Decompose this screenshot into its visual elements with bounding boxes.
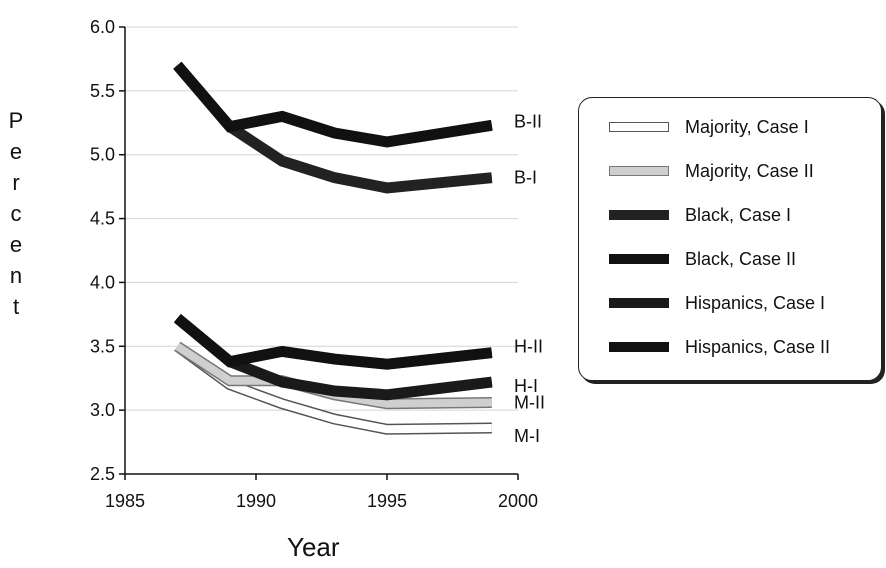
legend-item: Black, Case I xyxy=(609,203,791,227)
y-tick-label: 4.5 xyxy=(90,209,115,229)
legend-label: Hispanics, Case II xyxy=(685,336,831,357)
x-axis-label: Year xyxy=(287,532,340,562)
legend-item: Majority, Case I xyxy=(609,115,809,139)
y-tick-label: 3.0 xyxy=(90,400,115,420)
legend-swatch xyxy=(609,298,669,308)
y-axis-label-letter: e xyxy=(9,232,23,257)
legend-label: Majority, Case II xyxy=(685,160,814,181)
legend-swatch xyxy=(609,166,669,176)
series-end-label: B-I xyxy=(514,168,537,188)
y-tick-label: 2.5 xyxy=(90,464,115,484)
y-axis-label-letter: t xyxy=(12,294,20,319)
legend-swatch xyxy=(609,254,669,264)
legend: Majority, Case I Majority, Case II Black, … xyxy=(578,97,882,381)
series-end-label: M-I xyxy=(514,426,540,446)
x-tick-label: 1995 xyxy=(367,491,407,511)
series-end-label: H-II xyxy=(514,337,543,357)
x-tick-label: 1985 xyxy=(105,491,145,511)
series-line xyxy=(174,315,493,369)
legend-swatch xyxy=(609,342,669,352)
legend-item: Hispanics, Case II xyxy=(609,335,830,359)
legend-swatch xyxy=(609,210,669,220)
y-tick-label: 5.0 xyxy=(90,145,115,165)
legend-item: Black, Case II xyxy=(609,247,796,271)
y-tick-label: 4.0 xyxy=(90,272,115,292)
legend-label: Majority, Case I xyxy=(685,116,809,137)
series-end-label: M-II xyxy=(514,392,545,412)
y-axis-label-letter: r xyxy=(12,170,20,195)
legend-item: Hispanics, Case I xyxy=(609,291,825,315)
y-tick-label: 5.5 xyxy=(90,81,115,101)
y-tick-label: 6.0 xyxy=(90,17,115,37)
legend-label: Black, Case II xyxy=(685,248,797,269)
legend-item: Majority, Case II xyxy=(609,159,814,183)
y-axis-label-letter: n xyxy=(9,263,23,288)
y-axis-label-letter: e xyxy=(9,139,23,164)
series-line xyxy=(174,62,493,146)
series-end-label: H-I xyxy=(514,376,538,396)
legend-swatch xyxy=(609,122,669,132)
legend-label: Black, Case I xyxy=(685,204,792,225)
legend-label: Hispanics, Case I xyxy=(685,292,826,313)
y-tick-label: 3.5 xyxy=(90,336,115,356)
series-end-label: B-II xyxy=(514,111,542,131)
y-axis-label-letter: P xyxy=(8,108,24,133)
x-tick-label: 1990 xyxy=(236,491,276,511)
x-tick-label: 2000 xyxy=(498,491,538,511)
y-axis-label-letter: c xyxy=(10,201,22,226)
